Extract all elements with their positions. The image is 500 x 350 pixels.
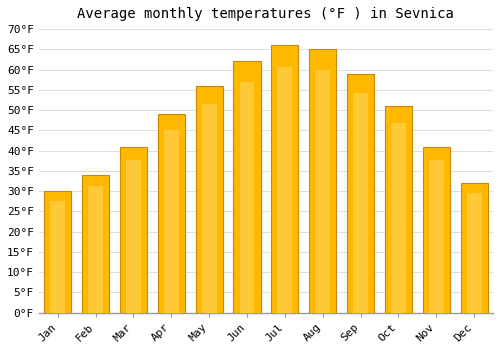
Bar [347, 74, 374, 313]
Bar [315, 70, 330, 313]
Bar [391, 122, 406, 313]
Bar [44, 191, 72, 313]
Bar [460, 183, 488, 313]
Bar [126, 160, 141, 313]
Bar [158, 114, 185, 313]
Bar [196, 86, 223, 313]
Bar [278, 66, 292, 313]
Bar [82, 175, 109, 313]
Bar [202, 104, 216, 313]
Bar [164, 130, 179, 313]
Bar [50, 201, 65, 313]
Bar [353, 93, 368, 313]
Bar [466, 193, 481, 313]
Bar [234, 62, 260, 313]
Bar [271, 45, 298, 313]
Bar [120, 147, 147, 313]
Bar [240, 82, 254, 313]
Bar [429, 160, 444, 313]
Bar [385, 106, 412, 313]
Bar [88, 186, 103, 313]
Title: Average monthly temperatures (°F ) in Sevnica: Average monthly temperatures (°F ) in Se… [78, 7, 454, 21]
Bar [422, 147, 450, 313]
Bar [309, 49, 336, 313]
